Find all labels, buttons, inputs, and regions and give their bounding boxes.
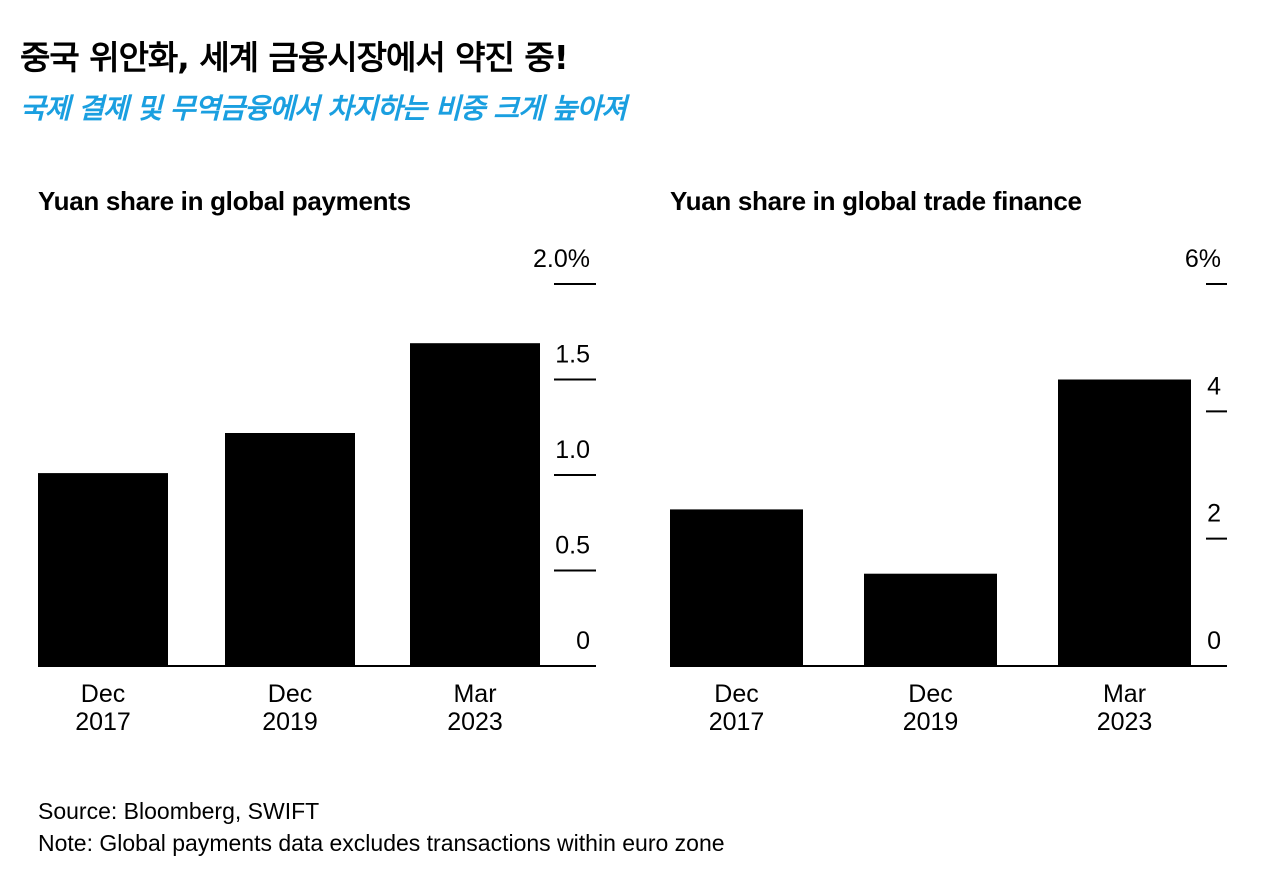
payments-x-tick-label-2-0: Mar (453, 680, 496, 708)
payments-y-tick-label-0: 0 (576, 627, 590, 655)
payments-x-tick-label-0-1: 2017 (75, 708, 131, 736)
payments-bar-0 (38, 473, 168, 666)
page-subtitle: 국제 결제 및 무역금융에서 차지하는 비중 크게 높아져 (20, 92, 627, 125)
trade-finance-x-tick-label-1-0: Dec (908, 680, 952, 708)
trade-finance-chart-title: Yuan share in global trade finance (670, 186, 1082, 216)
payments-y-tick-label-4: 2.0% (533, 245, 590, 273)
trade-finance-y-tick-label-1: 2 (1207, 500, 1221, 528)
trade-finance-x-tick-label-0-1: 2017 (709, 708, 765, 736)
payments-y-tick-label-2: 1.0 (555, 436, 590, 464)
footnote: Note: Global payments data excludes tran… (38, 830, 725, 856)
trade-finance-x-tick-label-1-1: 2019 (903, 708, 959, 736)
trade-finance-bar-2 (1058, 379, 1191, 666)
payments-x-tick-label-0-0: Dec (81, 680, 125, 708)
trade-finance-y-tick-label-2: 4 (1207, 372, 1221, 400)
trade-finance-bar-1 (864, 573, 997, 666)
trade-finance-y-tick-label-0: 0 (1207, 627, 1221, 655)
trade-finance-x-tick-label-2-0: Mar (1103, 680, 1146, 708)
page-title: 중국 위안화, 세계 금융시장에서 약진 중! (20, 38, 569, 77)
payments-x-tick-label-2-1: 2023 (447, 708, 503, 736)
source-note: Source: Bloomberg, SWIFT (38, 798, 320, 824)
payments-bar-1 (225, 433, 355, 666)
payments-x-tick-label-1-0: Dec (268, 680, 312, 708)
payments-x-tick-label-1-1: 2019 (262, 708, 318, 736)
trade-finance-x-tick-label-0-0: Dec (714, 680, 758, 708)
trade-finance-x-tick-label-2-1: 2023 (1097, 708, 1153, 736)
payments-bar-2 (410, 343, 540, 666)
payments-y-tick-label-1: 0.5 (555, 532, 590, 560)
payments-y-tick-label-3: 1.5 (555, 341, 590, 369)
trade-finance-bar-0 (670, 509, 803, 666)
payments-chart-title: Yuan share in global payments (38, 186, 411, 216)
trade-finance-y-tick-label-3: 6% (1185, 245, 1221, 273)
